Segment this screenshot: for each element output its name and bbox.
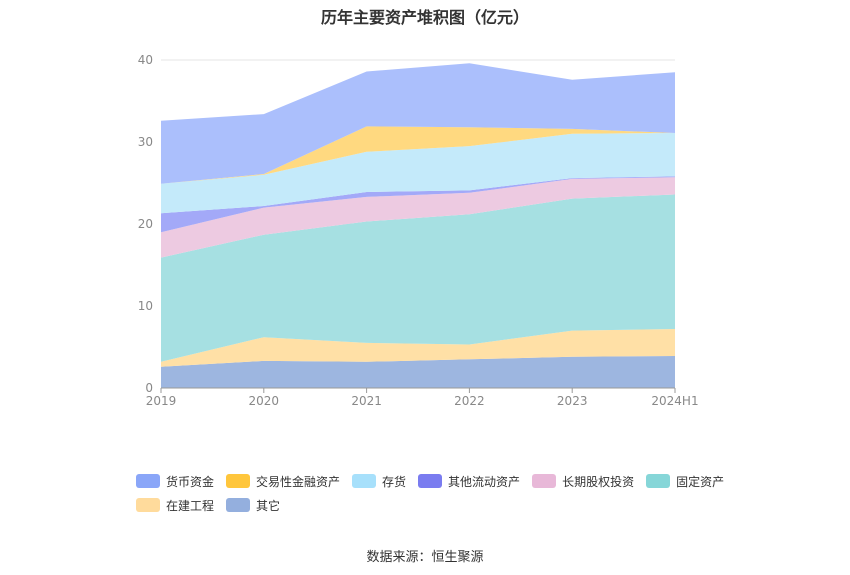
legend-label-2: 存货: [382, 474, 407, 489]
legend-item-2[interactable]: 存货: [352, 473, 406, 489]
legend-label-7: 其它: [256, 498, 281, 513]
legend-label-3: 其他流动资产: [448, 474, 521, 489]
legend-label-6: 在建工程: [166, 498, 215, 513]
area-series-5: [161, 133, 675, 214]
stacked-area-chart: 0 10 20 30 40 2019 2020 2021 2022 2023 2024H1: [138, 53, 699, 408]
area-series-7: [161, 63, 675, 184]
legend-item-1[interactable]: 交易性金融资产: [226, 473, 340, 489]
legend-label-4: 长期股权投资: [562, 474, 635, 489]
x-tick-label-1: 2020: [249, 394, 280, 408]
data-source-note: 数据来源：恒生聚源: [366, 550, 484, 565]
legend-swatch-1: [226, 474, 251, 488]
x-tick-label-2: 2021: [351, 394, 382, 408]
area-series-3: [161, 177, 675, 258]
area-series-6: [161, 126, 675, 184]
area-series-1: [161, 329, 675, 367]
legend-swatch-3: [418, 474, 443, 488]
legend-item-3[interactable]: 其他流动资产: [418, 473, 520, 489]
legend-item-7[interactable]: 其它: [226, 497, 280, 513]
chart-legend: 货币资金 交易性金融资产 存货 其他流动资产 长期股权投资 固定资产在建工程 其它: [136, 473, 756, 513]
legend-item-0[interactable]: 货币资金: [136, 473, 214, 489]
chart-title: 历年主要资产堆积图（亿元）: [320, 8, 529, 27]
legend-swatch-6: [136, 498, 160, 512]
y-tick-label-20: 20: [138, 217, 153, 231]
x-tick-label-0: 2019: [146, 394, 177, 408]
legend-label-5: 固定资产: [676, 474, 725, 489]
legend-swatch-5: [646, 474, 671, 488]
y-tick-label-40: 40: [138, 53, 153, 67]
x-tick-label-5: 2024H1: [651, 394, 698, 408]
legend-item-5[interactable]: 固定资产: [646, 473, 724, 489]
legend-swatch-0: [136, 474, 160, 488]
legend-label-1: 交易性金融资产: [256, 474, 341, 489]
y-tick-label-0: 0: [145, 381, 153, 395]
legend-item-4[interactable]: 长期股权投资: [532, 473, 634, 489]
x-tick-label-4: 2023: [557, 394, 588, 408]
legend-item-6[interactable]: 在建工程: [136, 497, 214, 513]
area-series-0: [161, 356, 675, 388]
area-layer: [161, 63, 675, 388]
area-series-2: [161, 194, 675, 362]
y-tick-label-30: 30: [138, 135, 153, 149]
axis-layer: 0 10 20 30 40 2019 2020 2021 2022 2023 2024H1: [138, 53, 699, 408]
x-tick-label-3: 2022: [454, 394, 485, 408]
legend-swatch-7: [226, 498, 251, 512]
legend-label-0: 货币资金: [166, 474, 215, 489]
legend-swatch-4: [532, 474, 557, 488]
y-tick-label-10: 10: [138, 299, 153, 313]
legend-swatch-2: [352, 474, 377, 488]
